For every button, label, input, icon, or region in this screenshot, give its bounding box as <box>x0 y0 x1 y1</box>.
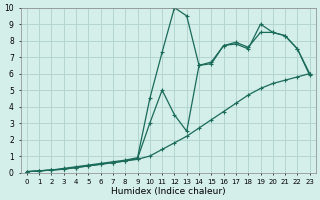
X-axis label: Humidex (Indice chaleur): Humidex (Indice chaleur) <box>111 187 226 196</box>
